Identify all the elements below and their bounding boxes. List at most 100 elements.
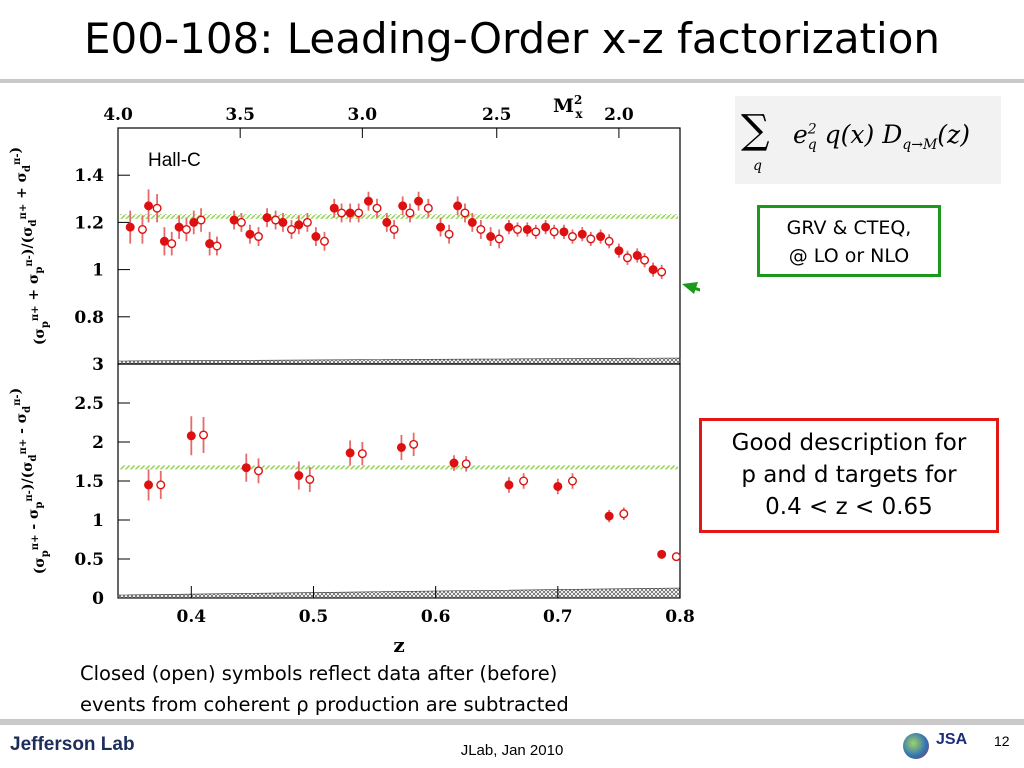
y-label-part: d [22, 406, 33, 413]
slide-title: E00-108: Leading-Order x-z factorization [83, 14, 941, 63]
open-point [302, 217, 312, 227]
y-label-part: p [40, 550, 51, 557]
closed-point [241, 463, 251, 473]
top-tick-label: 4.0 [103, 105, 133, 125]
open-point [604, 236, 614, 246]
closed-point [453, 201, 463, 211]
top-axis-sub: x [575, 107, 583, 121]
open-point [319, 236, 329, 246]
closed-point [294, 220, 304, 230]
description-callout: Good description for p and d targets for… [699, 418, 999, 533]
y-tick-label: 2.5 [74, 394, 104, 414]
top-axis-sup: 2 [574, 93, 582, 107]
closed-point [436, 222, 446, 232]
y-label-part: )/(σ [20, 226, 36, 255]
open-point [372, 203, 382, 213]
closed-point [345, 448, 355, 458]
y-label-part: d [28, 219, 39, 226]
y-label-part: d [22, 165, 33, 172]
footer-rule [0, 719, 1024, 725]
sum-index: q [753, 158, 762, 174]
top-tick-label: 2.0 [604, 105, 634, 125]
description-line: p and d targets for [741, 462, 957, 488]
y-tick-label: 0 [92, 589, 104, 609]
y-label-part: + σ [14, 172, 30, 204]
open-point [271, 215, 281, 225]
closed-point [363, 196, 373, 206]
open-point [253, 232, 263, 242]
y-axis-label: (σpπ+ + σpπ-)/(σdπ+ + σdπ-) [8, 147, 51, 345]
open-point [152, 203, 162, 213]
y-label-part: (σ [32, 328, 48, 345]
closed-point [414, 196, 424, 206]
closed-point [294, 471, 304, 481]
y-tick-label: 1.4 [74, 166, 104, 186]
open-point [305, 474, 315, 484]
closed-point [486, 232, 496, 242]
closed-point [614, 246, 624, 256]
sum-symbol: ∑ [741, 107, 770, 153]
y-label-part: π+ [30, 305, 41, 321]
x-tick-label: 0.4 [177, 607, 207, 627]
open-point [156, 480, 166, 490]
page-number: 12 [994, 733, 1010, 749]
description-line: 0.4 < z < 0.65 [765, 494, 933, 520]
open-point [622, 253, 632, 263]
closed-point [657, 549, 667, 559]
note-line: events from coherent ρ production are su… [80, 693, 569, 716]
open-point [389, 224, 399, 234]
formula-box: ∑ q e2q q(x) Dq→M(z) [735, 96, 1001, 184]
y-label-part: π+ [18, 439, 29, 455]
closed-point [345, 208, 355, 218]
open-point [199, 430, 209, 440]
closed-point [329, 203, 339, 213]
y-label-part: π- [12, 394, 23, 405]
closed-point [396, 442, 406, 452]
y-label-part: π- [24, 255, 35, 266]
closed-point [311, 232, 321, 242]
open-point [586, 234, 596, 244]
open-point [236, 217, 246, 227]
closed-point [382, 217, 392, 227]
y-label-part: - σ [26, 509, 42, 535]
closed-point [229, 215, 239, 225]
y-label-part: π+ [18, 204, 29, 220]
x-tick-label: 0.8 [665, 607, 695, 627]
model-callout: GRV & CTEQ, @ LO or NLO [757, 205, 941, 277]
closed-point [174, 222, 184, 232]
open-point [567, 232, 577, 242]
open-point [196, 215, 206, 225]
systematic-band [117, 587, 681, 599]
y-tick-label: 0.5 [74, 550, 104, 570]
x-tick-label: 0.6 [421, 607, 451, 627]
closed-point [504, 222, 514, 232]
y-label-part: + σ [26, 274, 42, 306]
closed-point [205, 239, 215, 249]
y-tick-label: 3 [92, 355, 104, 375]
model-callout-line: @ LO or NLO [788, 245, 910, 267]
x-tick-label: 0.5 [299, 607, 329, 627]
x-tick-label: 0.7 [543, 607, 573, 627]
closed-point [189, 217, 199, 227]
y-label-part: - σ [14, 413, 30, 439]
jefferson-lab-logo: Jefferson Lab [10, 734, 135, 755]
open-point [167, 239, 177, 249]
open-point [519, 476, 529, 486]
open-point [409, 439, 419, 449]
open-point [253, 466, 263, 476]
open-point [181, 224, 191, 234]
y-tick-label: 0.8 [74, 308, 104, 328]
closed-point [144, 201, 154, 211]
y-label-part: π+ [30, 535, 41, 551]
top-tick-label: 2.5 [482, 105, 512, 125]
plot-frame [117, 127, 681, 365]
open-point [619, 509, 629, 519]
top-axis-label: M2 x [553, 93, 583, 121]
open-point [567, 476, 577, 486]
hall-c-label: Hall-C [148, 150, 201, 171]
open-point [476, 224, 486, 234]
closed-point [604, 511, 614, 521]
y-label-part: p [40, 321, 51, 328]
top-tick-label: 3.5 [225, 105, 255, 125]
